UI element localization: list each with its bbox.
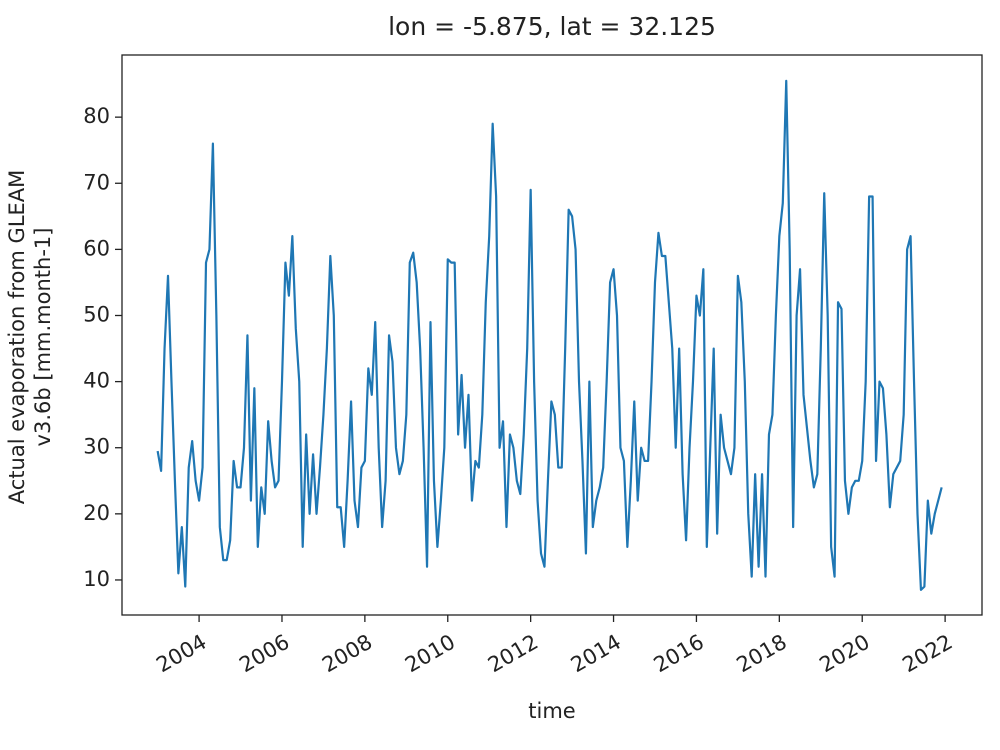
y-axis-label: Actual evaporation from GLEAM	[5, 170, 29, 505]
data-line	[156, 79, 943, 591]
x-tick-label: 2008	[318, 630, 376, 678]
x-tick-label: 2014	[567, 630, 625, 678]
y-tick-label: 50	[83, 302, 110, 326]
x-tick-label: 2018	[733, 630, 791, 678]
chart-title: lon = -5.875, lat = 32.125	[388, 12, 716, 41]
y-tick-label: 70	[83, 170, 110, 194]
y-tick-label: 10	[83, 567, 110, 591]
x-tick-label: 2006	[235, 630, 293, 678]
y-tick-label: 40	[83, 369, 110, 393]
y-tick-label: 60	[83, 236, 110, 260]
y-axis-label: v3.6b [mm.month-1]	[31, 228, 55, 447]
x-axis-label: time	[528, 699, 575, 723]
y-tick-label: 80	[83, 104, 110, 128]
x-tick-label: 2020	[815, 630, 873, 678]
y-tick-label: 30	[83, 435, 110, 459]
x-tick-label: 2010	[401, 630, 459, 678]
x-tick-label: 2004	[152, 630, 210, 678]
plot-frame	[121, 54, 983, 616]
x-tick-label: 2012	[484, 630, 542, 678]
x-tick-label: 2022	[898, 630, 956, 678]
y-tick-label: 20	[83, 501, 110, 525]
x-tick-label: 2016	[650, 630, 708, 678]
